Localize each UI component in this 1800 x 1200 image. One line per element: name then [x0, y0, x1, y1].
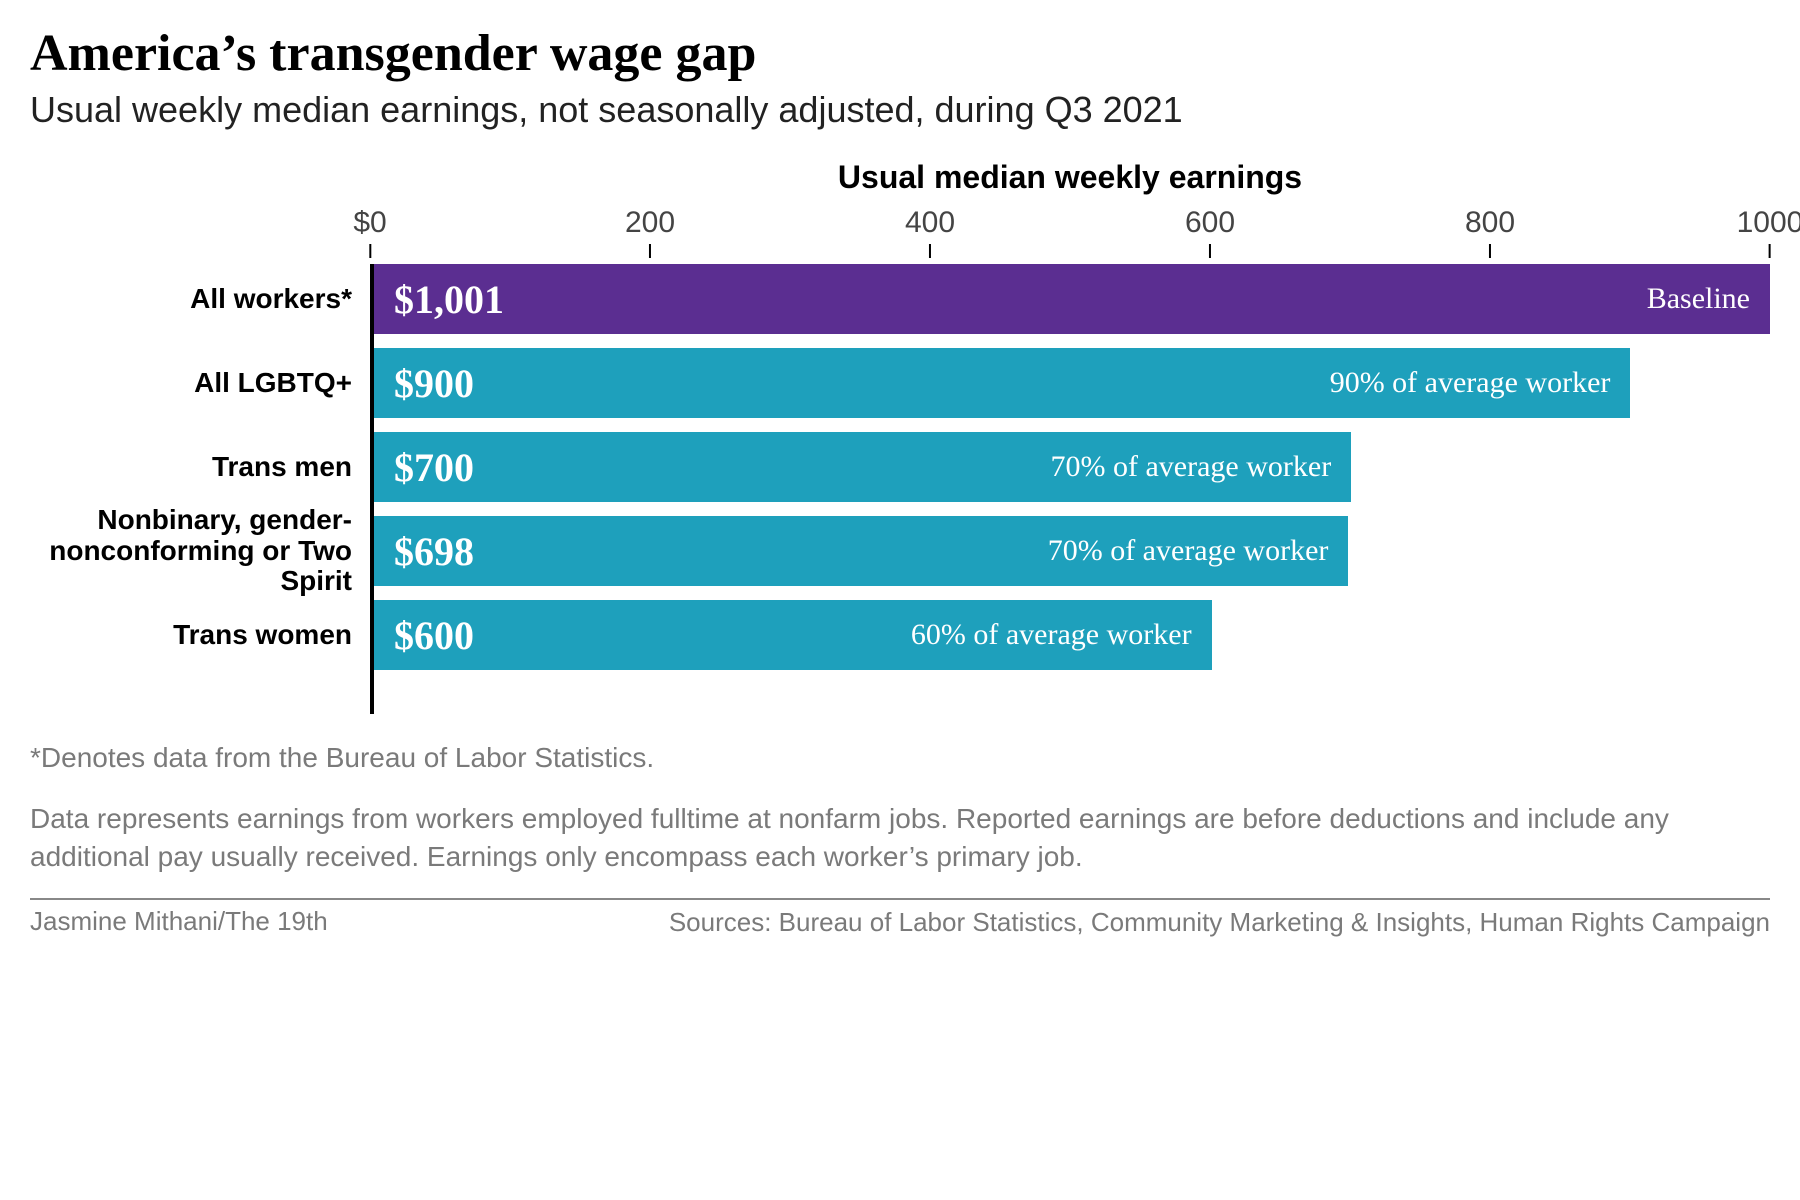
- tick-mark: [649, 244, 651, 258]
- chart-title: America’s transgender wage gap: [30, 24, 1770, 83]
- tick-label: 800: [1465, 206, 1515, 239]
- bar-pct-label: Baseline: [1647, 282, 1750, 316]
- bar: $698 70% of average worker: [374, 516, 1348, 586]
- footnote: *Denotes data from the Bureau of Labor S…: [30, 742, 1770, 774]
- category-labels-column: All workers* All LGBTQ+ Trans men Nonbinary…: [30, 206, 370, 714]
- bar-pct-label: 60% of average worker: [911, 618, 1192, 652]
- bar-pct-label: 90% of average worker: [1330, 366, 1611, 400]
- chart-subtitle: Usual weekly median earnings, not season…: [30, 89, 1770, 131]
- x-axis-tick: $0: [353, 206, 386, 258]
- x-axis-title: Usual median weekly earnings: [370, 159, 1770, 196]
- category-label: Nonbinary, gender-nonconforming or Two S…: [30, 516, 370, 586]
- tick-label: $0: [353, 206, 386, 239]
- plot-area: $02004006008001000 $1,001Baseline$90090%…: [370, 206, 1770, 714]
- bar: $700 70% of average worker: [374, 432, 1351, 502]
- tick-spacer: [30, 206, 370, 264]
- category-label: All workers*: [30, 264, 370, 334]
- chart-container: America’s transgender wage gap Usual wee…: [0, 0, 1800, 939]
- bar: $900 90% of average worker: [374, 348, 1630, 418]
- x-axis-tick: 400: [905, 206, 955, 258]
- category-label: Trans women: [30, 600, 370, 670]
- x-axis-tick: 1000: [1737, 206, 1800, 258]
- tick-label: 200: [625, 206, 675, 239]
- bar-value-label: $900: [394, 360, 474, 407]
- bar-pct-label: 70% of average worker: [1048, 534, 1329, 568]
- credit-sources: Sources: Bureau of Labor Statistics, Com…: [669, 906, 1770, 940]
- credits-row: Jasmine Mithani/The 19th Sources: Bureau…: [30, 906, 1770, 940]
- bar-value-label: $700: [394, 444, 474, 491]
- bar-value-label: $600: [394, 612, 474, 659]
- credit-author: Jasmine Mithani/The 19th: [30, 906, 328, 940]
- bar-row: $698 70% of average worker: [374, 516, 1770, 586]
- bar-value-label: $698: [394, 528, 474, 575]
- x-axis-ticks: $02004006008001000: [370, 206, 1770, 264]
- label-bottom-spacer: [30, 684, 370, 714]
- chart-body: All workers* All LGBTQ+ Trans men Nonbinary…: [30, 206, 1770, 714]
- x-axis-tick: 800: [1465, 206, 1515, 258]
- category-label: All LGBTQ+: [30, 348, 370, 418]
- bar: $1,001 Baseline: [374, 264, 1770, 334]
- bar-row: $700 70% of average worker: [374, 432, 1770, 502]
- tick-mark: [1769, 244, 1771, 258]
- tick-label: 600: [1185, 206, 1235, 239]
- bar-value-label: $1,001: [394, 276, 504, 323]
- bar-row: $600 60% of average worker: [374, 600, 1770, 670]
- bars-area: $1,001Baseline$90090% of average worker$…: [370, 264, 1770, 714]
- tick-mark: [1489, 244, 1491, 258]
- bar-row: $900 90% of average worker: [374, 348, 1770, 418]
- category-label: Trans men: [30, 432, 370, 502]
- tick-mark: [929, 244, 931, 258]
- bar-row: $1,001 Baseline: [374, 264, 1770, 334]
- x-axis-tick: 600: [1185, 206, 1235, 258]
- description: Data represents earnings from workers em…: [30, 800, 1770, 876]
- tick-mark: [1209, 244, 1211, 258]
- tick-mark: [369, 244, 371, 258]
- tick-label: 400: [905, 206, 955, 239]
- bar-pct-label: 70% of average worker: [1050, 450, 1331, 484]
- divider: [30, 898, 1770, 900]
- x-axis-tick: 200: [625, 206, 675, 258]
- bar: $600 60% of average worker: [374, 600, 1212, 670]
- tick-label: 1000: [1737, 206, 1800, 239]
